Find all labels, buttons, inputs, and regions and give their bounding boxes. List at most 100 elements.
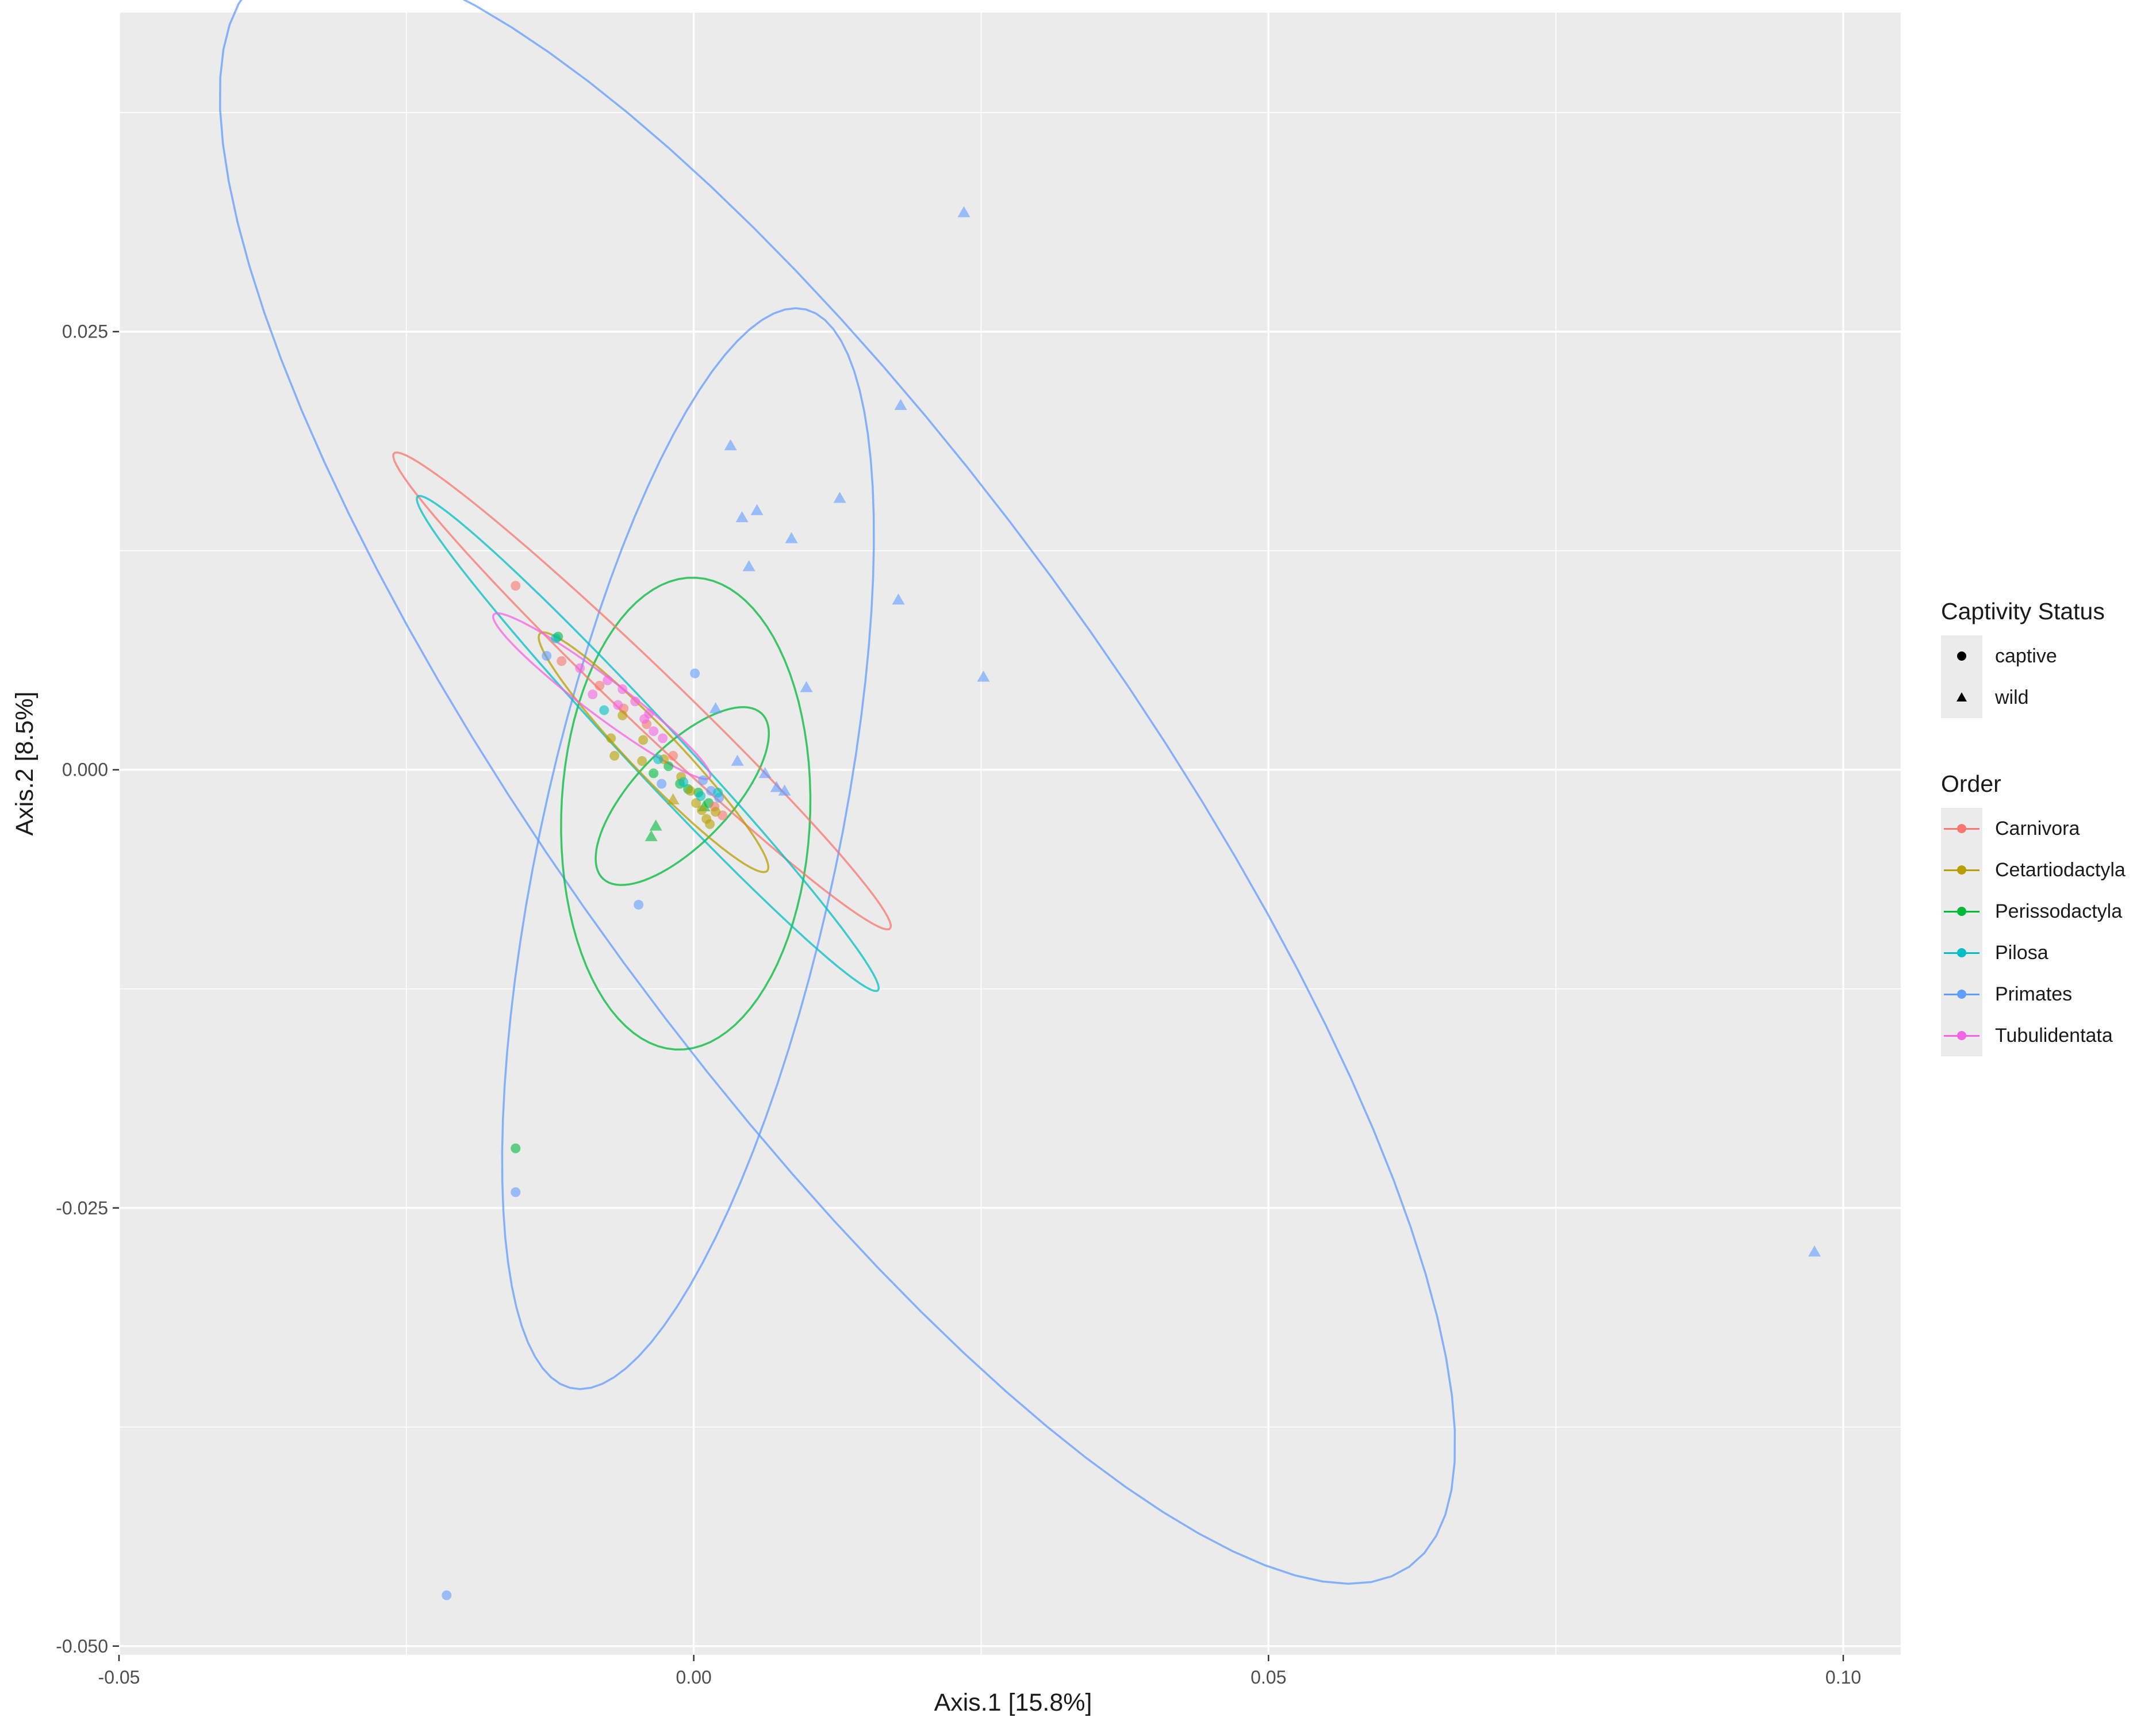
point-perissodactyla-captive	[511, 1143, 521, 1153]
y-tick-label: 0.025	[62, 321, 108, 342]
legend-item-tubulidentata: Tubulidentata	[1941, 1015, 2126, 1056]
point-pilosa-captive	[678, 777, 689, 787]
legend-item-label: Tubulidentata	[1995, 1024, 2113, 1046]
legend-item-carnivora: Carnivora	[1941, 808, 2126, 849]
x-tick-label: 0.10	[1825, 1667, 1861, 1688]
point-primates-wild	[778, 784, 791, 796]
point-layer	[442, 206, 1821, 1600]
x-tick-label: 0.00	[676, 1667, 712, 1688]
point-primates-wild	[742, 560, 755, 572]
point-pilosa-captive	[599, 705, 609, 715]
legend-item-label: Carnivora	[1995, 817, 2080, 839]
ellipse-layer	[219, 0, 1456, 1585]
triangle-shape-icon	[1941, 677, 1982, 718]
point-primates-captive	[634, 899, 644, 910]
x-tick-label: -0.05	[98, 1667, 140, 1688]
point-carnivora-captive	[557, 656, 567, 666]
point-primates-wild	[892, 593, 905, 605]
color-swatch-icon	[1941, 808, 1982, 849]
point-primates-wild	[758, 766, 772, 779]
point-cetartiodactyla-captive	[638, 735, 649, 745]
point-tubulidentata-captive	[575, 663, 585, 673]
point-cetartiodactyla-captive	[609, 750, 620, 761]
point-cetartiodactyla-captive	[637, 756, 647, 766]
legend-item-label: Cetartiodactyla	[1995, 858, 2126, 881]
point-primates-wild	[731, 754, 744, 766]
point-primates-wild	[750, 504, 764, 515]
point-carnivora-captive	[668, 750, 678, 761]
confidence-ellipse-primates	[501, 307, 875, 1390]
legend-item-pilosa: Pilosa	[1941, 932, 2126, 973]
point-primates-wild	[785, 532, 798, 543]
point-perissodactyla-wild	[645, 830, 658, 841]
legend-item-label: Perissodactyla	[1995, 900, 2123, 922]
legend-order: Order Carnivora Cetartiodactyla Perissod…	[1941, 770, 2126, 1056]
point-tubulidentata-captive	[588, 689, 598, 700]
legend-title: Captivity Status	[1941, 598, 2105, 624]
legend-item-primates: Primates	[1941, 973, 2126, 1015]
point-primates-wild	[709, 702, 722, 714]
point-primates-captive	[657, 779, 667, 789]
point-cetartiodactyla-captive	[617, 710, 628, 720]
point-cetartiodactyla-captive	[711, 807, 721, 817]
legend-item-label: wild	[1995, 686, 2029, 708]
point-pilosa-captive	[551, 633, 561, 643]
point-tubulidentata-captive	[613, 700, 623, 710]
point-tubulidentata-captive	[649, 726, 659, 737]
x-axis-title: Axis.1 [15.8%]	[934, 1689, 1092, 1716]
y-axis-title: Axis.2 [8.5%]	[11, 692, 39, 836]
legend-item-wild: wild	[1941, 677, 2105, 718]
point-cetartiodactyla-wild	[666, 793, 680, 804]
plot-panel	[119, 13, 1901, 1655]
point-cetartiodactyla-captive	[606, 733, 616, 743]
point-cetartiodactyla-captive	[697, 805, 707, 815]
point-primates-captive	[511, 1187, 521, 1197]
legend-item-cetartiodactyla: Cetartiodactyla	[1941, 849, 2126, 891]
color-swatch-icon	[1941, 849, 1982, 891]
point-tubulidentata-captive	[617, 684, 628, 695]
point-tubulidentata-captive	[658, 733, 668, 743]
point-primates-wild	[724, 439, 737, 451]
color-swatch-icon	[1941, 1015, 1982, 1056]
point-perissodactyla-wild	[649, 819, 662, 831]
color-swatch-icon	[1941, 973, 1982, 1015]
legend-captivity-status: Captivity Status captive wild	[1941, 598, 2105, 718]
point-carnivora-captive	[594, 680, 605, 691]
point-primates-wild	[957, 206, 970, 217]
point-carnivora-captive	[511, 581, 521, 591]
point-primates-wild	[833, 492, 846, 503]
point-primates-captive	[542, 651, 552, 661]
point-primates-wild	[800, 681, 813, 692]
major-gridlines	[118, 13, 1901, 1655]
point-primates-captive	[690, 668, 700, 678]
confidence-ellipse-primates	[219, 0, 1456, 1585]
point-primates-wild	[735, 511, 749, 523]
point-pilosa-captive	[696, 791, 706, 801]
legend-title: Order	[1941, 770, 2001, 797]
point-pilosa-captive	[653, 754, 663, 764]
confidence-ellipse-perissodactyla	[560, 576, 812, 1051]
point-primates-captive	[698, 775, 708, 785]
confidence-ellipse-tubulidentata	[492, 612, 712, 780]
y-tick-label: -0.025	[56, 1198, 108, 1218]
color-swatch-icon	[1941, 891, 1982, 932]
legend-item-label: captive	[1995, 645, 2057, 667]
y-tick-label: 0.000	[62, 760, 108, 780]
color-swatch-icon	[1941, 932, 1982, 973]
point-perissodactyla-captive	[663, 761, 674, 772]
point-tubulidentata-captive	[644, 708, 654, 719]
x-tick-label: 0.05	[1250, 1667, 1286, 1688]
minor-gridlines	[119, 13, 1901, 1655]
legend-item-label: Pilosa	[1995, 941, 2048, 964]
point-perissodactyla-captive	[649, 768, 659, 779]
legend-item-captive: captive	[1941, 635, 2105, 677]
legend-item-perissodactyla: Perissodactyla	[1941, 891, 2126, 932]
circle-shape-icon	[1941, 635, 1982, 677]
point-primates-wild	[894, 398, 907, 411]
point-pilosa-captive	[713, 787, 723, 798]
point-primates-wild	[770, 781, 783, 792]
point-cetartiodactyla-captive	[691, 798, 701, 808]
point-primates-wild	[1808, 1245, 1821, 1257]
point-cetartiodactyla-captive	[685, 785, 696, 796]
